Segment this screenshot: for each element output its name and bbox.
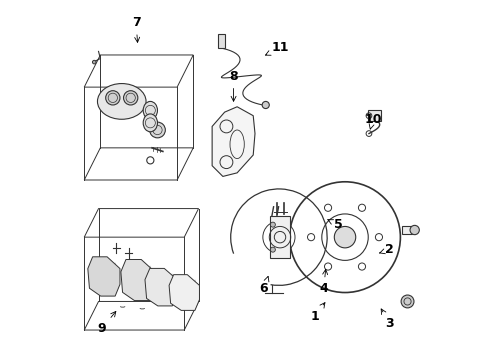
Text: 7: 7 [132, 16, 141, 42]
Polygon shape [169, 275, 199, 310]
Bar [402, 226, 412, 234]
Text: 9: 9 [98, 311, 116, 335]
Circle shape [262, 102, 270, 109]
Bar [368, 111, 381, 121]
Ellipse shape [143, 114, 157, 132]
Text: 4: 4 [319, 269, 328, 296]
Circle shape [334, 226, 356, 248]
Text: 2: 2 [380, 243, 394, 256]
Ellipse shape [143, 102, 157, 119]
Bar [218, 33, 225, 48]
Circle shape [123, 91, 138, 105]
Circle shape [270, 247, 275, 252]
Polygon shape [84, 301, 198, 330]
Text: 5: 5 [328, 218, 342, 231]
Bar [270, 216, 290, 258]
Polygon shape [88, 257, 120, 296]
Polygon shape [84, 208, 198, 237]
Text: 3: 3 [381, 309, 394, 330]
Ellipse shape [98, 84, 146, 119]
Circle shape [149, 122, 165, 138]
Text: 11: 11 [266, 41, 290, 55]
Text: 8: 8 [229, 70, 238, 101]
Text: 10: 10 [364, 113, 382, 129]
Circle shape [106, 91, 120, 105]
Circle shape [93, 60, 96, 64]
Text: 6: 6 [260, 276, 269, 296]
Circle shape [401, 295, 414, 308]
Text: 1: 1 [310, 303, 325, 323]
Circle shape [410, 225, 419, 235]
Polygon shape [84, 55, 193, 87]
Polygon shape [84, 148, 193, 180]
Polygon shape [121, 260, 155, 301]
Polygon shape [212, 107, 255, 176]
Polygon shape [145, 269, 177, 306]
Circle shape [270, 222, 275, 227]
